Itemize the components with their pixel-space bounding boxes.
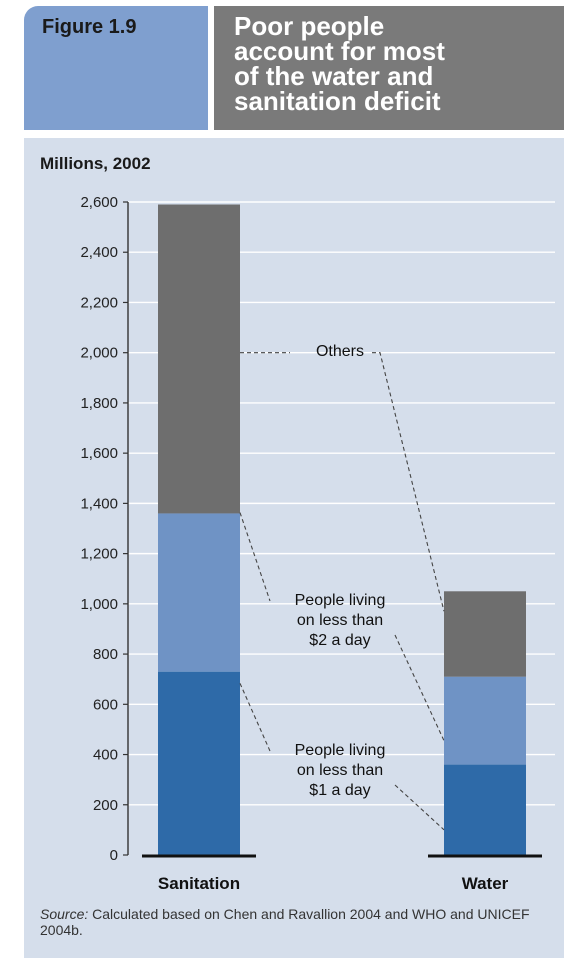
source-text: Calculated based on Chen and Ravallion 2… xyxy=(40,906,530,938)
bar-segment-others xyxy=(158,204,240,514)
bar-segment-lt1 xyxy=(158,671,240,855)
leader-line xyxy=(394,634,445,741)
category-label: Sanitation xyxy=(158,874,240,893)
series-label: People living xyxy=(295,592,386,609)
leader-line xyxy=(372,352,445,612)
source-note: Source: Calculated based on Chen and Rav… xyxy=(40,906,550,938)
y-tick-label: 1,600 xyxy=(80,445,118,462)
y-tick-label: 2,200 xyxy=(80,294,118,311)
title-line-4: sanitation deficit xyxy=(234,86,441,116)
y-tick-label: 1,000 xyxy=(80,596,118,613)
title-line-3: of the water and xyxy=(234,61,434,91)
y-axis-label: Millions, 2002 xyxy=(40,154,151,173)
title-line-2: account for most xyxy=(234,36,445,66)
y-tick-label: 1,200 xyxy=(80,546,118,563)
series-label: on less than xyxy=(297,612,383,629)
y-tick-label: 400 xyxy=(93,747,118,764)
leader-line xyxy=(394,784,445,831)
series-label: on less than xyxy=(297,762,383,779)
y-tick-label: 2,000 xyxy=(80,345,118,362)
source-label: Source: xyxy=(40,906,89,922)
figure-label: Figure 1.9 xyxy=(42,16,137,38)
series-label: $2 a day xyxy=(309,632,370,649)
leader-line xyxy=(239,683,271,752)
y-tick-label: 2,400 xyxy=(80,244,118,261)
chart-title: Poor people account for most of the wate… xyxy=(234,11,554,116)
title-line-1: Poor people xyxy=(234,11,385,41)
y-tick-label: 800 xyxy=(93,646,118,663)
leader-line xyxy=(239,512,271,602)
bar-segment-lt2 xyxy=(158,513,240,672)
y-tick-label: 1,800 xyxy=(80,395,118,412)
series-label: $1 a day xyxy=(309,782,370,799)
series-label: Others xyxy=(316,343,364,360)
y-tick-label: 0 xyxy=(110,847,118,864)
category-label: Water xyxy=(462,874,509,893)
title-box: Poor people account for most of the wate… xyxy=(214,6,564,130)
y-tick-label: 600 xyxy=(93,696,118,713)
y-tick-label: 200 xyxy=(93,797,118,814)
series-label: People living xyxy=(295,742,386,759)
bar-segment-others xyxy=(444,591,526,677)
bar-segment-lt1 xyxy=(444,764,526,855)
y-tick-label: 2,600 xyxy=(80,194,118,211)
y-tick-label: 1,400 xyxy=(80,495,118,512)
bar-segment-lt2 xyxy=(444,676,526,765)
figure-label-box: Figure 1.9 xyxy=(24,6,208,130)
